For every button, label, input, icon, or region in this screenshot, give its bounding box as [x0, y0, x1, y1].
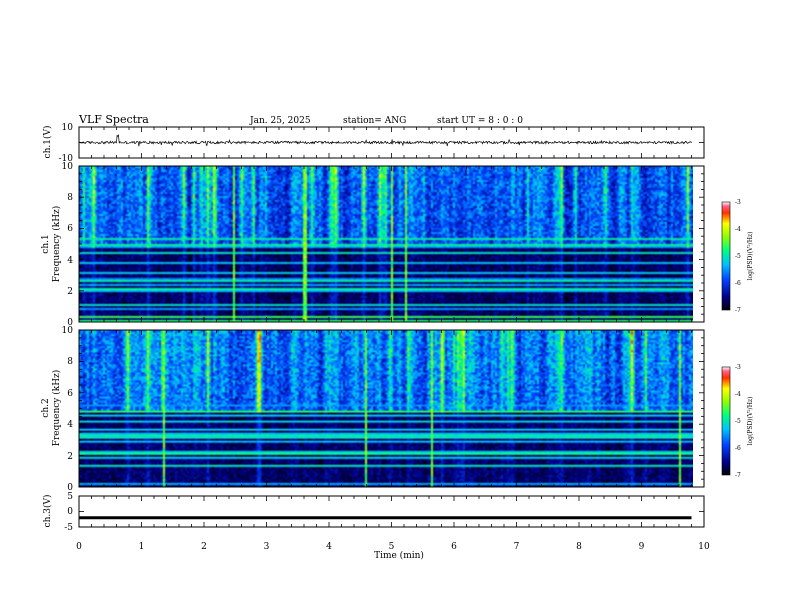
ch2-spec-ylabel: ch.2 — [41, 398, 51, 417]
ch1-spec-ytick-2: 2 — [67, 287, 73, 297]
ch1-ytick-bottom: -10 — [59, 154, 74, 164]
x-tick-label: 0 — [76, 542, 82, 552]
ch1-spec-ylabel-freq: Frequency (kHz) — [51, 206, 62, 283]
cb1-tick-m7: -7 — [735, 307, 741, 314]
ch2-colorbar: -3 -4 -5 -6 -7 log(PSD)(V²/Hz) — [721, 364, 754, 479]
cb2-tick-m3: -3 — [735, 364, 741, 371]
cb1-tick-m6: -6 — [735, 280, 741, 287]
x-tick-label: 3 — [264, 542, 270, 552]
cb2-tick-m6: -6 — [735, 445, 741, 452]
ch3-ylabel: ch.3(V) — [42, 495, 53, 528]
ch1-ytick-top: 10 — [62, 123, 74, 133]
cb2-tick-m5: -5 — [735, 418, 741, 425]
ch1-colorbar: -3 -4 -5 -6 -7 log(PSD)(V²/Hz) — [721, 199, 754, 314]
x-tick-label: 8 — [576, 542, 582, 552]
start-ut-label: start UT = 8 : 0 : 0 — [437, 116, 523, 126]
ch1-waveform-trace — [78, 133, 692, 147]
ch1-spec-ytick-4: 4 — [67, 256, 73, 266]
ch2-spectrogram-panel: 10 8 6 4 2 0 ch.2 Frequency (kHz) — [41, 326, 705, 493]
x-axis-label: Time (min) — [374, 550, 424, 561]
ch1-spectrogram-image — [79, 166, 693, 322]
axis-ticks — [78, 126, 705, 528]
ch1-spec-ylabel: ch.1 — [41, 234, 51, 253]
station-label: station= ANG — [343, 116, 406, 126]
cb1-label: log(PSD)(V²/Hz) — [747, 232, 754, 281]
cb2-tick-m4: -4 — [735, 391, 741, 398]
ch2-spec-ytick-4: 4 — [67, 420, 73, 430]
ch1-spec-ytick-10: 10 — [62, 162, 74, 172]
ch1-spec-ytick-8: 8 — [67, 193, 73, 203]
ch2-spec-ylabel-freq: Frequency (kHz) — [51, 370, 62, 447]
ch2-spec-ytick-2: 2 — [67, 452, 73, 462]
x-tick-label: 9 — [639, 542, 645, 552]
x-tick-label: 6 — [451, 542, 457, 552]
x-tick-label: 5 — [389, 542, 395, 552]
ch1-spec-ytick-6: 6 — [67, 224, 73, 234]
ch2-spec-ytick-6: 6 — [67, 389, 73, 399]
ch1-ylabel: ch.1(V) — [42, 126, 53, 159]
ch3-ytick-m5: -5 — [64, 523, 73, 533]
cb2-tick-m7: -7 — [735, 472, 741, 479]
ch1-spectrogram-panel: 10 8 6 4 2 0 ch.1 Frequency (kHz) — [41, 162, 705, 328]
ch3-ytick-0: 0 — [67, 507, 73, 517]
chart-title: VLF Spectra — [78, 113, 149, 126]
ch2-spec-ytick-8: 8 — [67, 357, 73, 367]
x-tick-label: 10 — [698, 542, 710, 552]
cb1-tick-m5: -5 — [735, 253, 741, 260]
ch1-spec-ytick-0: 0 — [67, 318, 73, 328]
ch2-spectrogram-image — [79, 330, 693, 487]
x-tick-label: 1 — [139, 542, 145, 552]
x-tick-label: 7 — [514, 542, 520, 552]
date-label: Jan. 25, 2025 — [249, 116, 311, 126]
ch2-spec-ytick-0: 0 — [67, 483, 73, 493]
ch3-ytick-5: 5 — [67, 492, 73, 502]
ch2-spec-ytick-10: 10 — [62, 326, 74, 336]
x-tick-label: 2 — [201, 542, 207, 552]
cb1-tick-m4: -4 — [735, 226, 741, 233]
cb2-label: log(PSD)(V²/Hz) — [747, 397, 754, 446]
cb1-tick-m3: -3 — [735, 199, 741, 206]
x-axis-tick-labels: 0 1 2 3 4 5 6 7 8 9 10 — [76, 542, 710, 552]
x-tick-label: 4 — [326, 542, 332, 552]
